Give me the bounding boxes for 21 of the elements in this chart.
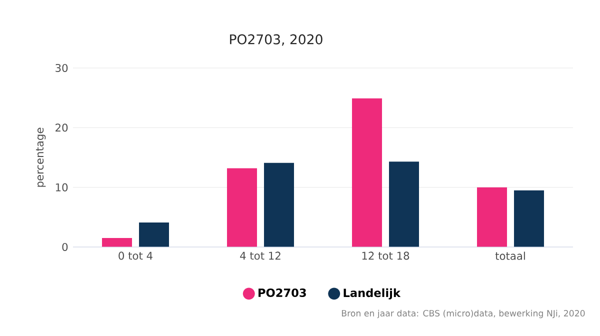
y-tick-label: 30 bbox=[56, 64, 68, 72]
y-tick-label: 10 bbox=[56, 183, 68, 192]
bar bbox=[352, 98, 382, 247]
y-tick-label: 20 bbox=[56, 124, 68, 132]
bar bbox=[227, 168, 257, 247]
legend-label: PO2703 bbox=[258, 288, 306, 298]
chart-title: PO2703, 2020 bbox=[230, 34, 322, 46]
text: Bron en jaar data: CBS (micro)data, bewerking NJi, 2020 bbox=[342, 310, 585, 318]
x-tick-label: 0 tot 4 bbox=[118, 252, 152, 260]
bar bbox=[264, 162, 294, 247]
y-tick-label: 0 bbox=[62, 242, 68, 252]
x-tick-label: 12 tot 18 bbox=[362, 252, 410, 260]
bar bbox=[514, 190, 544, 247]
x-tick-label: totaal bbox=[495, 252, 525, 260]
x-tick-label: 4 tot 12 bbox=[240, 252, 280, 260]
legend-label: Landelijk bbox=[344, 288, 401, 300]
bar bbox=[389, 162, 419, 247]
bar bbox=[477, 187, 508, 247]
bar bbox=[139, 222, 169, 247]
y-axis-title: percentage bbox=[36, 128, 46, 187]
bar bbox=[102, 238, 132, 247]
